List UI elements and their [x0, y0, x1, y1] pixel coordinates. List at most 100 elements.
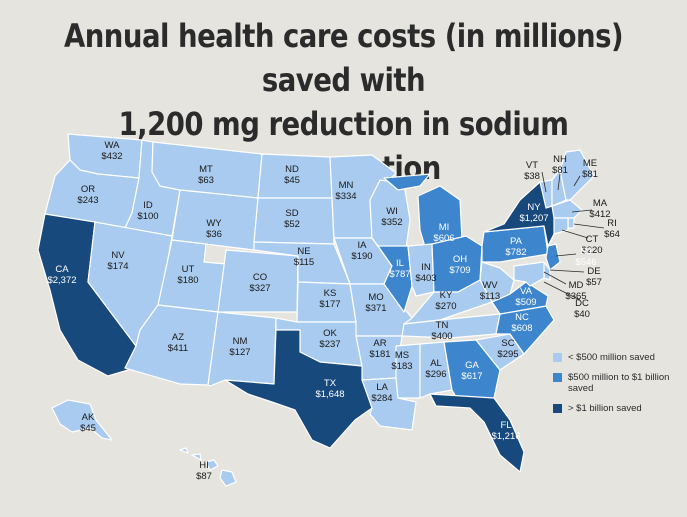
label-nc: NC $608: [511, 312, 532, 334]
legend-label-tier1: < $500 million saved: [568, 352, 655, 363]
label-nj-abbr: NJ: [580, 246, 592, 257]
label-ny-value: $1,207: [519, 213, 548, 224]
state-shapes: [37, 133, 595, 487]
label-me-abbr: ME: [583, 158, 597, 169]
label-va-abbr: VA: [520, 286, 533, 297]
label-de-value: $57: [586, 277, 602, 288]
label-vt-value: $38: [524, 171, 540, 182]
label-ks-abbr: KS: [324, 288, 337, 299]
label-dc-value: $40: [574, 309, 590, 320]
label-ia-abbr: IA: [358, 240, 368, 251]
leader-line: [573, 175, 581, 187]
label-mo-value: $371: [365, 303, 386, 314]
label-ny-abbr: NY: [527, 202, 541, 213]
label-tx: TX $1,648: [315, 378, 344, 400]
label-ms: MS $183: [391, 350, 412, 372]
label-ky-value: $270: [435, 301, 456, 312]
label-wv-abbr: WV: [482, 280, 498, 291]
label-nc-value: $608: [511, 323, 532, 334]
label-ri-value: $64: [604, 229, 620, 240]
label-ak-value: $45: [80, 423, 96, 434]
label-ar-abbr: AR: [373, 338, 386, 349]
label-co: CO $327: [249, 272, 270, 294]
label-az-abbr: AZ: [172, 332, 184, 343]
label-ne-value: $115: [294, 257, 314, 268]
legend-swatch-tier1: [553, 353, 562, 362]
label-or-value: $243: [77, 195, 98, 206]
label-nm: NM $127: [229, 336, 250, 358]
label-tx-abbr: TX: [324, 378, 337, 389]
leader-line: [549, 269, 585, 273]
label-ct-abbr: CT: [586, 234, 599, 245]
label-co-value: $327: [249, 283, 270, 294]
label-nv: NV $174: [107, 250, 128, 272]
label-md-value: $365: [565, 291, 586, 302]
label-ak: AK $45: [80, 412, 96, 434]
label-in: IN $403: [415, 262, 436, 284]
label-tx-value: $1,648: [315, 389, 344, 400]
label-or-abbr: OR: [81, 184, 95, 195]
label-mi-abbr: MI: [439, 222, 450, 233]
label-id: ID $100: [137, 200, 158, 222]
label-il-value: $787: [389, 269, 410, 280]
label-nc-abbr: NC: [515, 312, 529, 323]
map-title: Annual health care costs (in millions) s…: [48, 14, 639, 190]
label-ks-value: $177: [319, 299, 340, 310]
label-sd-abbr: SD: [285, 208, 298, 219]
label-ut-value: $180: [177, 275, 198, 286]
label-fl-abbr: FL: [500, 420, 511, 431]
label-il: IL $787: [389, 258, 410, 280]
label-wa-abbr: WA: [105, 140, 121, 151]
label-la: LA $284: [371, 382, 392, 404]
label-sd-value: $52: [284, 219, 300, 230]
label-mi-value: $606: [433, 233, 454, 244]
label-nv-value: $174: [107, 261, 128, 272]
label-me-value: $81: [582, 169, 598, 180]
label-dc: DC $40: [574, 298, 590, 320]
label-ak-abbr: AK: [82, 412, 95, 423]
label-ct: CT $220: [581, 234, 602, 256]
label-in-abbr: IN: [421, 262, 431, 273]
state-ma: [551, 199, 583, 219]
label-ok-value: $237: [319, 339, 340, 350]
label-wv: WV $113: [480, 280, 500, 302]
label-ne-abbr: NE: [297, 246, 310, 257]
state-al: [419, 341, 453, 399]
label-sc-abbr: SC: [501, 338, 514, 349]
label-in-value: $403: [415, 273, 436, 284]
label-ut: UT $180: [177, 264, 198, 286]
label-ma-abbr: MA: [593, 198, 608, 209]
label-ok: OK $237: [319, 328, 340, 350]
label-nd-abbr: ND: [285, 164, 299, 175]
label-oh-value: $709: [449, 265, 470, 276]
label-ri: RI $64: [604, 218, 620, 240]
label-wy-value: $36: [206, 229, 222, 240]
legend-label-tier2: $500 million to $1 billion saved: [568, 372, 670, 394]
label-nj: NJ $546: [575, 246, 596, 268]
leader-line: [573, 223, 605, 229]
label-pa: PA $782: [505, 236, 526, 258]
state-md: [513, 261, 545, 287]
label-ut-abbr: UT: [182, 264, 195, 275]
label-pa-value: $782: [505, 247, 526, 258]
label-mn: MN $334: [335, 180, 356, 202]
label-ma: MA $412: [589, 198, 610, 220]
label-nh-value: $81: [552, 165, 568, 176]
label-ri-abbr: RI: [607, 218, 617, 229]
title-line-1: Annual health care costs (in millions) s…: [63, 17, 624, 99]
state-me: [559, 149, 595, 201]
leader-line: [543, 281, 581, 301]
leader-line: [543, 271, 567, 285]
state-ak: [51, 399, 113, 441]
label-or: OR $243: [77, 184, 98, 206]
label-ia-value: $190: [351, 251, 372, 262]
label-mo: MO $371: [365, 292, 386, 314]
label-ok-abbr: OK: [323, 328, 337, 339]
label-il-abbr: IL: [396, 258, 404, 269]
label-nh: NH $81: [552, 154, 568, 176]
label-dc-abbr: DC: [575, 298, 589, 309]
label-nd: ND $45: [284, 164, 300, 186]
label-ne: NE $115: [294, 246, 314, 268]
label-ga-value: $617: [461, 371, 482, 382]
